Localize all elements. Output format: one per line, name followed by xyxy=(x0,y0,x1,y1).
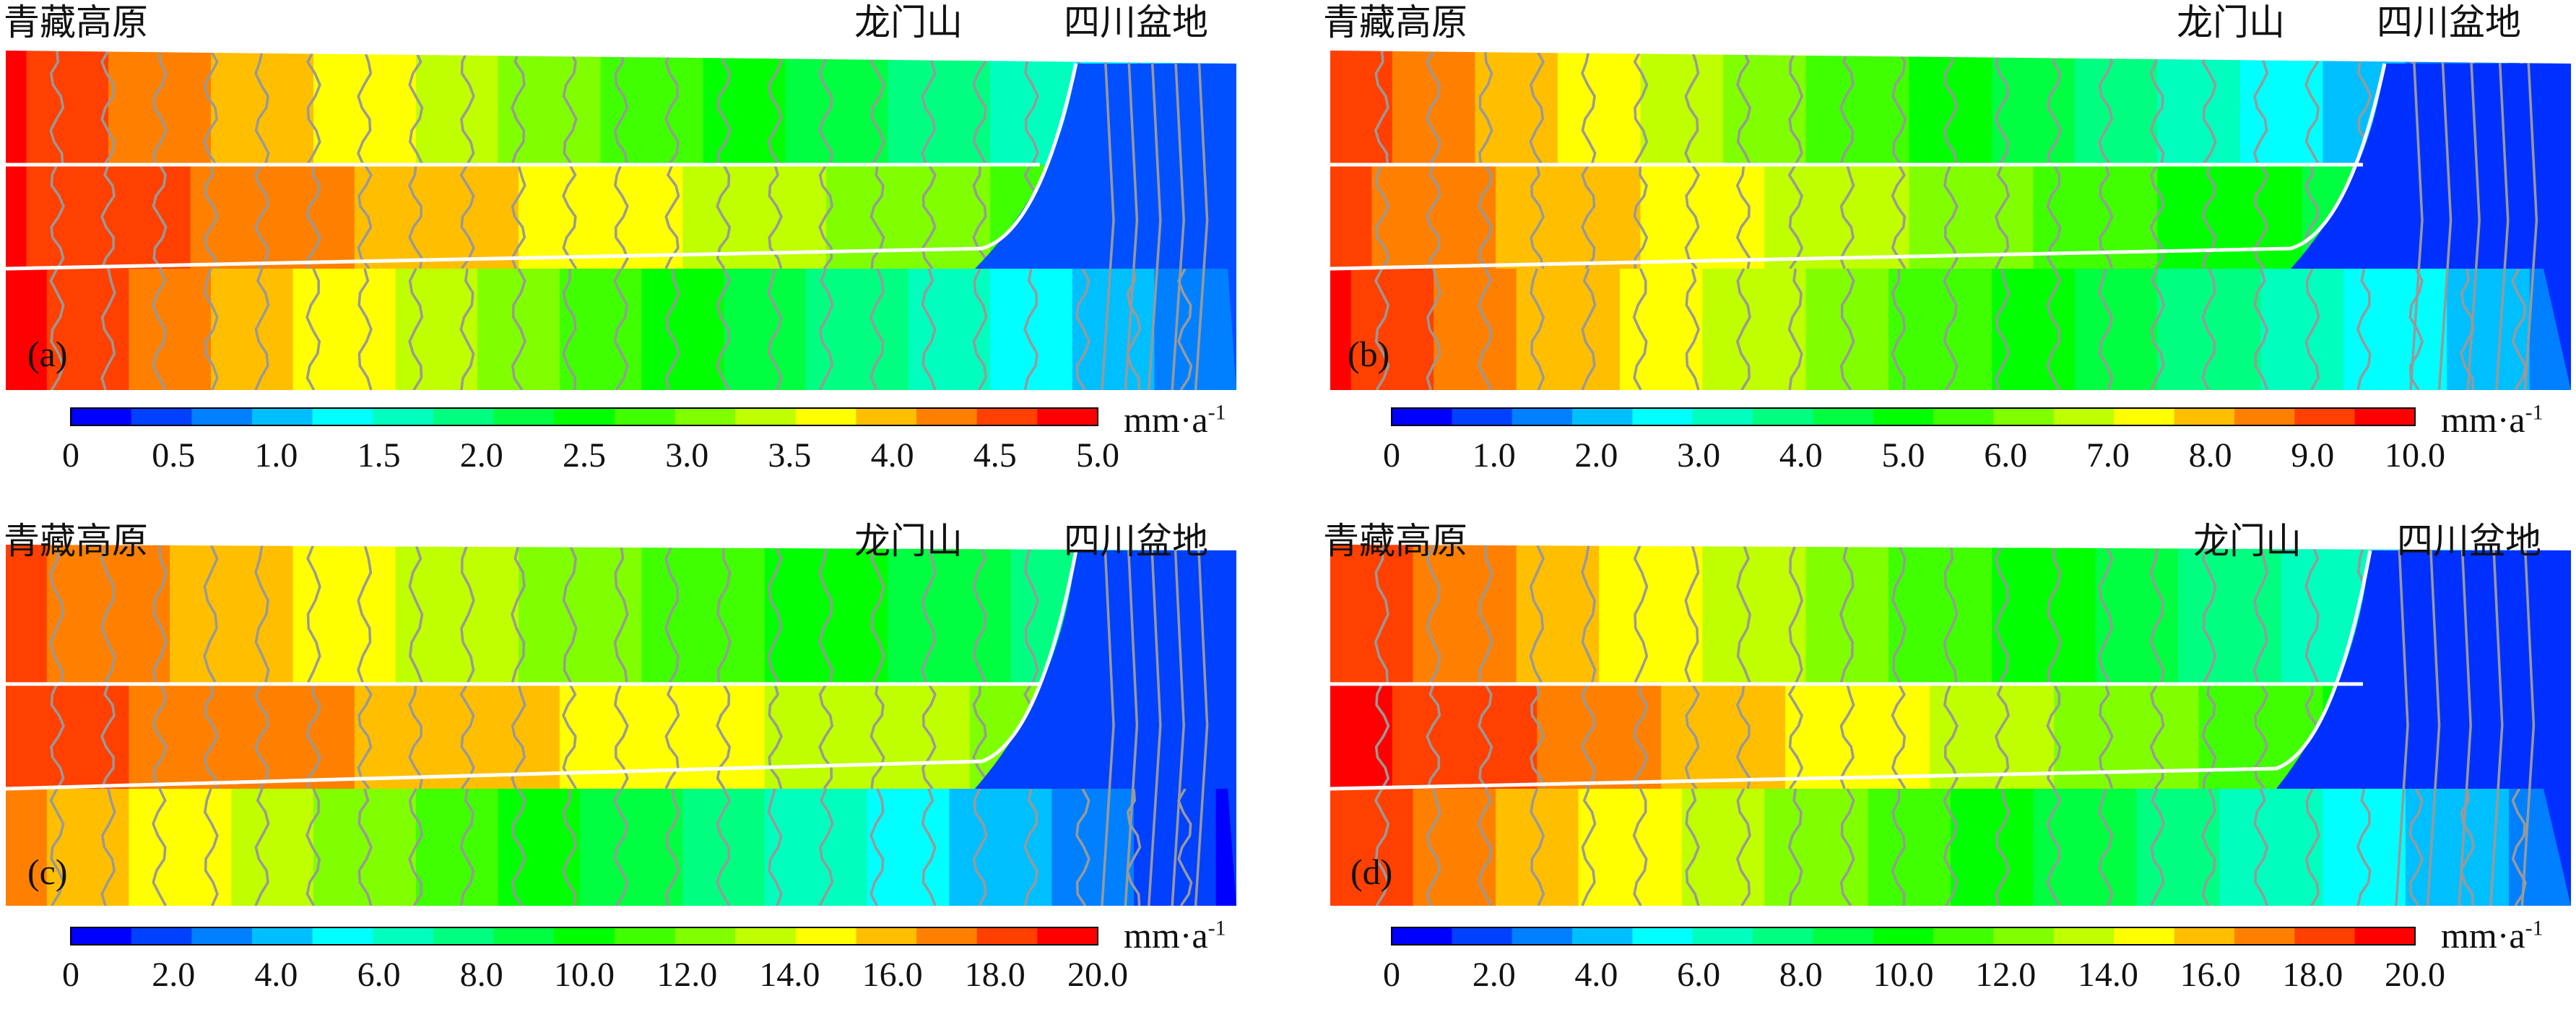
contour-field-b xyxy=(1330,51,2571,390)
panel-d: 青藏高原 龙门山 四川盆地 (d) mm·a-1 0 2.0 4.0 6.0 8.0 10… xyxy=(1323,508,2576,1017)
colorbar-tick-a: 2.5 xyxy=(563,436,606,475)
colorbar-d xyxy=(1391,927,2416,945)
colorbar-tick-c: 14.0 xyxy=(759,956,820,994)
colorbar-tick-d: 2.0 xyxy=(1472,956,1516,994)
colorbar-tick-a: 5.0 xyxy=(1076,436,1119,475)
label-mountain-c: 龙门山 xyxy=(854,520,963,562)
colorbar-tick-a: 3.5 xyxy=(768,436,812,475)
panel-a: 青藏高原 龙门山 四川盆地 (a) mm·a-1 0 0.5 1.0 1.5 2.0 2.… xyxy=(0,0,1288,508)
label-plateau-d: 青藏高原 xyxy=(1323,520,1467,562)
colorbar-tick-b: 8.0 xyxy=(2188,436,2232,475)
unit-label-b: mm·a-1 xyxy=(2441,399,2544,440)
colorbar-tick-c: 2.0 xyxy=(152,956,196,994)
colorbar-tick-b: 3.0 xyxy=(1677,436,1721,475)
colorbar-tick-c: 12.0 xyxy=(656,956,718,994)
colorbar-tick-b: 5.0 xyxy=(1881,436,1925,475)
colorbar-tick-c: 16.0 xyxy=(862,956,923,994)
colorbar-tick-a: 0.5 xyxy=(152,436,196,475)
label-mountain-b: 龙门山 xyxy=(2177,1,2285,43)
layer-upper-d xyxy=(1330,545,2571,685)
layer-lower-c xyxy=(6,788,1236,906)
label-mountain-a: 龙门山 xyxy=(854,1,963,43)
colorbar-tick-a: 0 xyxy=(62,436,79,475)
colorbar-tick-c: 8.0 xyxy=(459,956,503,994)
colorbar-tick-c: 20.0 xyxy=(1067,956,1128,994)
panel-a-plot xyxy=(5,51,1236,426)
colorbar-tick-a: 1.0 xyxy=(254,436,298,475)
layer-boundary-lower-c xyxy=(5,550,1078,791)
panel-c-plot xyxy=(5,545,1236,945)
colorbar-tick-c: 18.0 xyxy=(964,956,1025,994)
colorbar-tick-d: 14.0 xyxy=(2077,956,2138,994)
contour-field-d xyxy=(1330,545,2571,906)
colorbar-tick-a: 4.0 xyxy=(870,436,914,475)
panel-letter-b: (b) xyxy=(1348,334,1390,374)
colorbar-tick-c: 0 xyxy=(62,956,79,994)
label-plateau-c: 青藏高原 xyxy=(4,520,148,562)
colorbar-tick-d: 8.0 xyxy=(1779,956,1823,994)
colorbar-a xyxy=(70,407,1098,426)
label-mountain-d: 龙门山 xyxy=(2193,520,2302,562)
panel-c: 青藏高原 龙门山 四川盆地 (c) mm·a-1 0 2.0 4.0 6.0 8.0 10… xyxy=(0,508,1288,1017)
colorbar-tick-d: 4.0 xyxy=(1574,956,1618,994)
layer-lower-a xyxy=(6,268,1236,390)
contour-field-c xyxy=(6,545,1236,906)
layer-boundary-lower-d xyxy=(1330,550,2372,791)
panel-letter-c: (c) xyxy=(27,852,68,892)
colorbar-tick-d: 6.0 xyxy=(1677,956,1721,994)
colorbar-tick-b: 7.0 xyxy=(2086,436,2130,475)
label-basin-d: 四川盆地 xyxy=(2397,520,2541,562)
label-plateau-a: 青藏高原 xyxy=(4,1,148,43)
colorbar-tick-c: 10.0 xyxy=(554,956,615,994)
colorbar-tick-a: 3.0 xyxy=(665,436,709,475)
colorbar-tick-b: 9.0 xyxy=(2291,436,2335,475)
colorbar-tick-d: 20.0 xyxy=(2385,956,2445,994)
label-basin-a: 四川盆地 xyxy=(1064,1,1208,43)
label-basin-c: 四川盆地 xyxy=(1064,520,1208,562)
layer-boundary-lower-a xyxy=(5,63,1078,271)
label-plateau-b: 青藏高原 xyxy=(1323,1,1467,43)
colorbar-tick-a: 4.5 xyxy=(973,436,1017,475)
colorbar-tick-b: 0 xyxy=(1383,436,1400,475)
panel-letter-d: (d) xyxy=(1350,852,1393,892)
colorbar-tick-b: 10.0 xyxy=(2385,436,2445,475)
colorbar-tick-d: 18.0 xyxy=(2282,956,2343,994)
panel-b-plot xyxy=(1330,51,2571,426)
colorbar-c xyxy=(70,927,1098,945)
label-basin-b: 四川盆地 xyxy=(2377,1,2521,43)
colorbar-tick-b: 1.0 xyxy=(1472,436,1516,475)
colorbar-tick-d: 12.0 xyxy=(1975,956,2037,994)
basin-block-a xyxy=(975,51,1236,390)
panel-b: 青藏高原 龙门山 四川盆地 (b) mm·a-1 0 1.0 2.0 3.0 4.0 5.… xyxy=(1323,0,2576,508)
colorbar-tick-d: 10.0 xyxy=(1873,956,1934,994)
colorbar-tick-c: 4.0 xyxy=(254,956,298,994)
colorbar-tick-d: 16.0 xyxy=(2180,956,2241,994)
basin-block-c xyxy=(975,545,1236,906)
unit-label-d: mm·a-1 xyxy=(2441,915,2544,956)
colorbar-b xyxy=(1391,407,2416,426)
layer-lower-d xyxy=(1330,788,2571,906)
layer-boundary-lower-b xyxy=(1330,63,2387,271)
unit-label-c: mm·a-1 xyxy=(1124,915,1226,956)
colorbar-tick-c: 6.0 xyxy=(357,956,401,994)
colorbar-tick-b: 6.0 xyxy=(1984,436,2028,475)
colorbar-tick-a: 2.0 xyxy=(459,436,503,475)
colorbar-tick-b: 4.0 xyxy=(1779,436,1823,475)
contour-field-a xyxy=(6,51,1236,390)
colorbar-tick-d: 0 xyxy=(1383,956,1400,994)
unit-label-a: mm·a-1 xyxy=(1124,399,1226,440)
panel-d-plot xyxy=(1330,545,2571,945)
basin-block-b xyxy=(2291,51,2571,390)
panel-letter-a: (a) xyxy=(27,334,68,374)
colorbar-tick-b: 2.0 xyxy=(1574,436,1618,475)
basin-block-d xyxy=(2276,545,2571,906)
layer-lower-b xyxy=(1330,268,2571,390)
colorbar-tick-a: 1.5 xyxy=(357,436,401,475)
